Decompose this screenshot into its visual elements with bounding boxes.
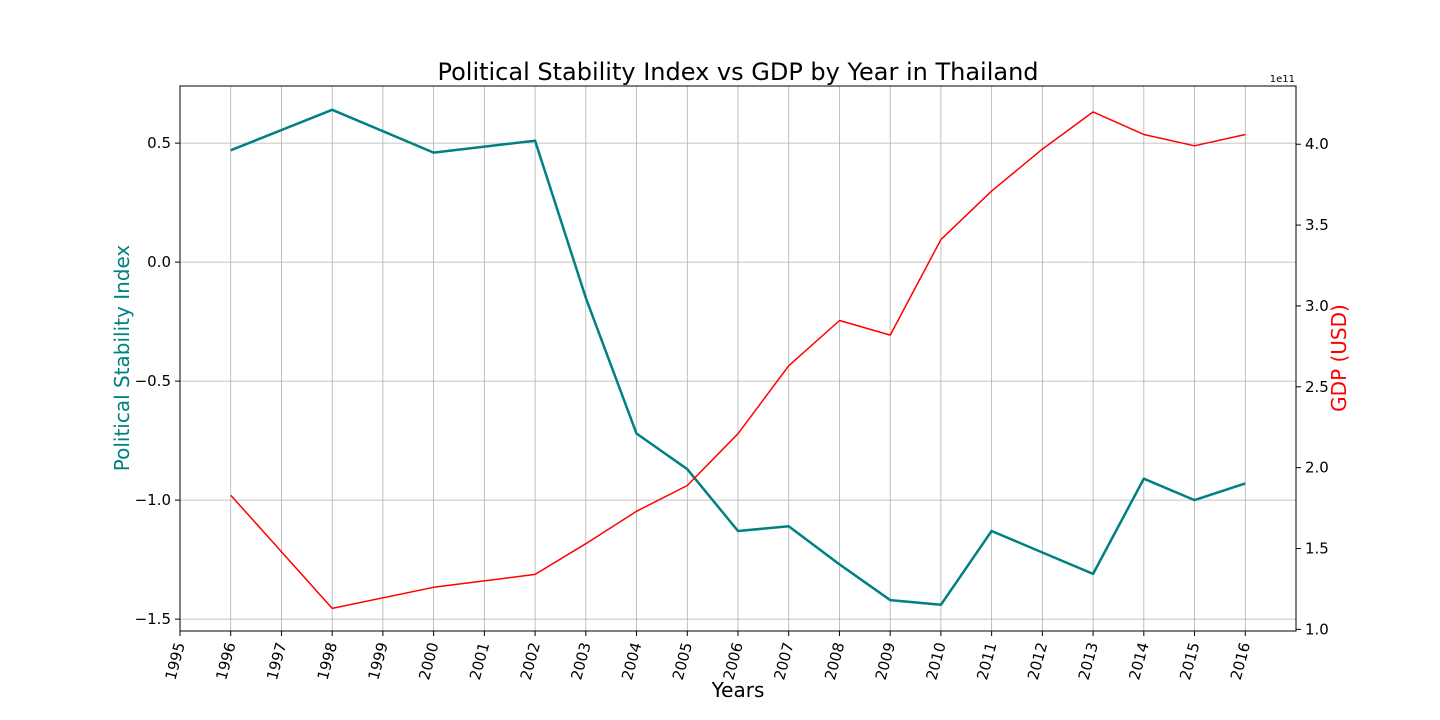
x-tick-label: 2013 [1075,640,1102,682]
x-tick-label: 2014 [1125,640,1152,682]
x-tick-label: 1999 [365,640,392,682]
chart-title: Political Stability Index vs GDP by Year… [437,58,1038,86]
x-tick-label: 1995 [162,640,189,682]
x-tick-label: 2008 [821,640,848,682]
series-layer [230,108,1246,610]
x-tick-label: 2011 [973,640,1000,682]
x-tick-label: 2006 [720,640,747,682]
stability-series-line [230,108,1246,607]
right-y-tick-label: 3.0 [1305,297,1329,315]
x-tick-label: 1998 [314,640,341,682]
right-y-tick-label: 4.0 [1305,135,1329,153]
x-tick-label: 2012 [1024,640,1051,682]
gdp-series-line [230,111,1246,610]
right-y-axis-label: GDP (USD) [1327,304,1351,412]
right-y-tick-label: 3.5 [1305,216,1329,234]
left-y-tick-label: 0.5 [147,134,171,152]
right-y-axis-ticks: 4.0 3.5 3.0 2.5 2.0 1.5 1.0 [1296,135,1329,638]
x-tick-label: 2000 [415,640,442,682]
grid [179,86,1296,631]
right-y-tick-label: 1.5 [1305,540,1329,558]
left-y-tick-label: −1.5 [135,610,171,628]
x-tick-label: 2002 [517,640,544,682]
right-y-tick-label: 2.5 [1305,378,1329,396]
right-y-tick-label: 1.0 [1305,620,1329,638]
left-y-tick-label: −1.0 [135,491,171,509]
x-tick-label: 2001 [466,640,493,682]
x-tick-label: 2003 [567,640,594,682]
x-tick-label: 2005 [669,640,696,682]
x-tick-label: 2009 [872,640,899,682]
x-tick-label: 2016 [1227,640,1254,682]
x-tick-label: 2010 [923,640,950,682]
left-y-tick-label: 0.0 [147,253,171,271]
x-tick-label: 2007 [770,640,797,682]
left-y-axis-label: Political Stability Index [110,245,134,472]
left-y-axis-ticks: 0.5 0.0 −0.5 −1.0 −1.5 [135,134,180,628]
x-tick-label: 1997 [263,640,290,682]
x-axis-ticks: 1995 1996 1997 1998 1999 2000 2001 2002 2003 2004… [162,631,1254,682]
right-y-tick-label: 2.0 [1305,459,1329,477]
x-axis-label: Years [711,678,765,702]
x-tick-label: 1996 [212,640,239,682]
x-tick-label: 2015 [1176,640,1203,682]
right-axis-offset-label: 1e11 [1270,74,1295,85]
x-tick-label: 2004 [618,640,645,682]
left-y-tick-label: −0.5 [135,372,171,390]
